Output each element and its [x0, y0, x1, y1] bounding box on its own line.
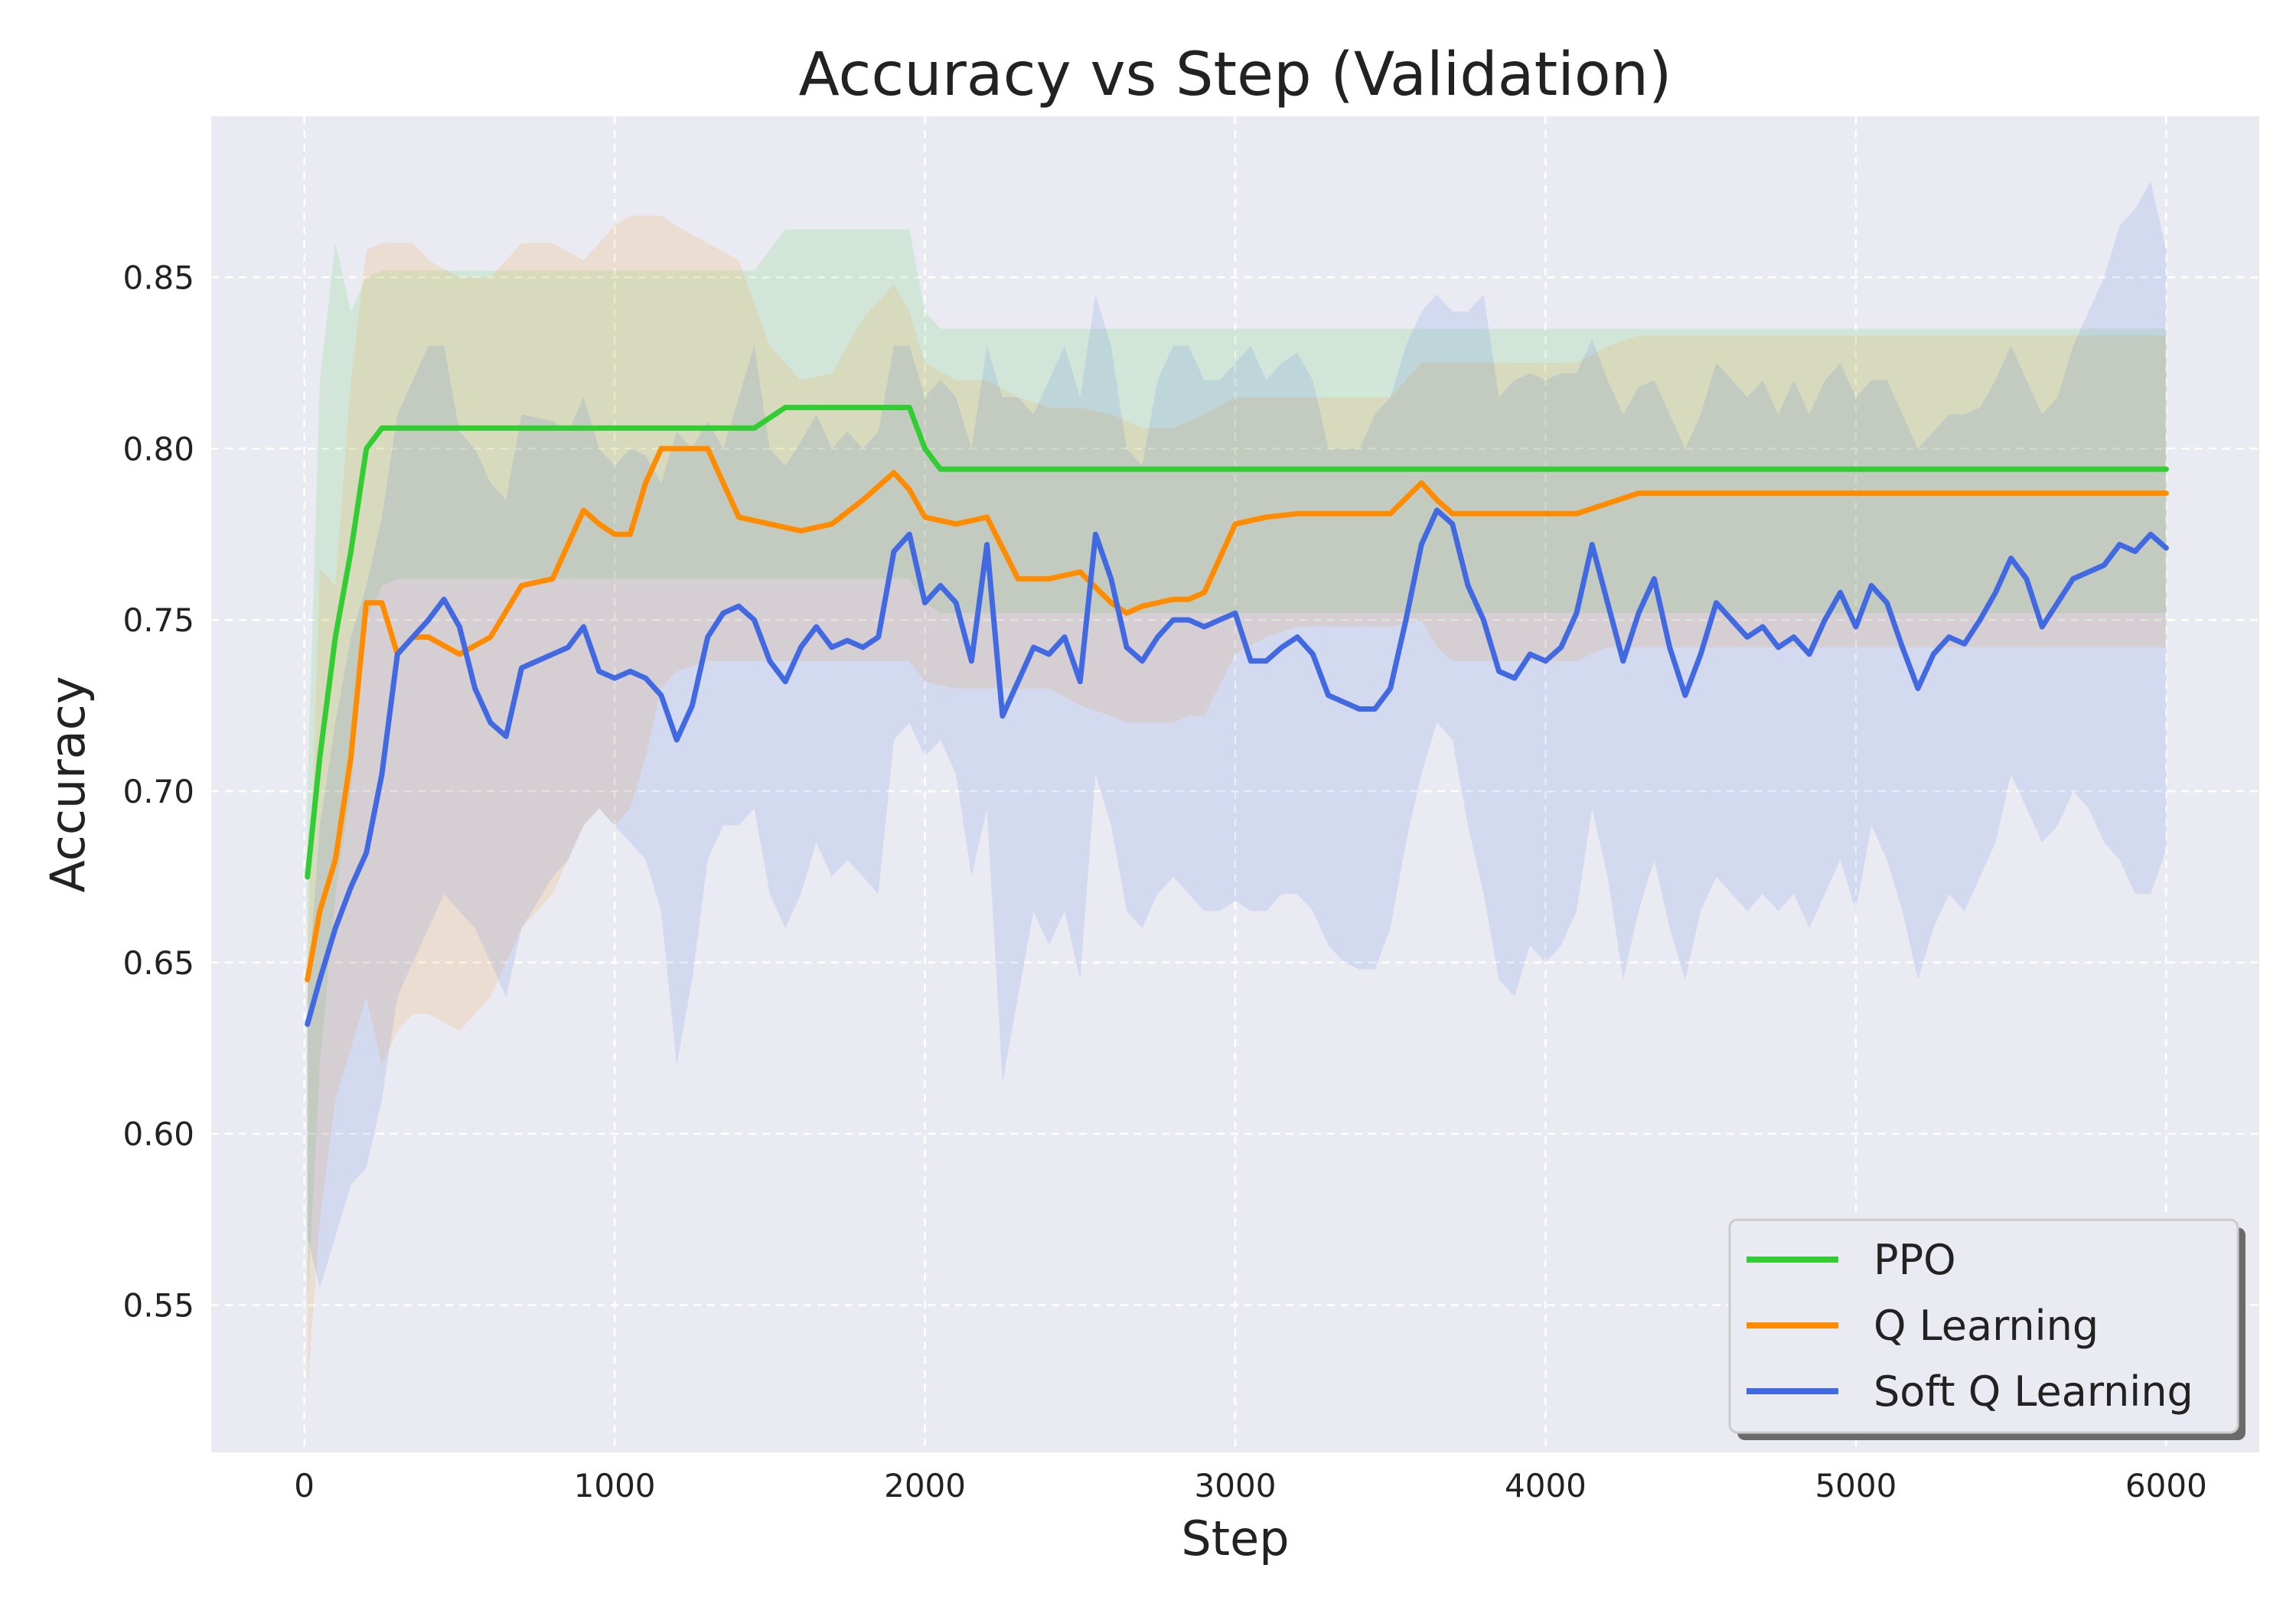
chart-title: Accuracy vs Step (Validation): [799, 41, 1672, 109]
line-q-learning: [305, 445, 2169, 983]
line-ppo: [305, 405, 2169, 880]
band-q-learning: [307, 215, 2167, 1391]
series-lines: [305, 405, 2169, 1027]
x-tick-label: 3000: [1195, 1467, 1277, 1504]
x-tick-label: 2000: [884, 1467, 966, 1504]
y-tick-label: 0.75: [122, 601, 194, 639]
x-axis-ticks: 0 1000 2000 3000 4000 5000 6000: [294, 1467, 2207, 1504]
x-tick-label: 0: [294, 1467, 315, 1504]
y-axis-ticks: 0.55 0.60 0.65 0.70 0.75 0.80 0.85: [122, 259, 194, 1324]
y-tick-label: 0.55: [122, 1286, 194, 1324]
legend-label-ppo: PPO: [1874, 1236, 1956, 1284]
band-soft-q-learning: [307, 181, 2167, 1289]
legend: PPO Q Learning Soft Q Learning: [1728, 1218, 2245, 1440]
x-tick-label: 4000: [1505, 1467, 1587, 1504]
x-axis-title: Step: [1181, 1511, 1289, 1566]
confidence-bands: [307, 181, 2167, 1391]
band-ppo: [307, 229, 2167, 1305]
y-tick-label: 0.70: [122, 773, 194, 810]
x-tick-label: 5000: [1815, 1467, 1896, 1504]
line-soft-q-learning: [305, 507, 2169, 1027]
legend-box: [1728, 1218, 2239, 1434]
y-tick-label: 0.80: [122, 430, 194, 468]
y-tick-label: 0.65: [122, 944, 194, 982]
x-tick-label: 6000: [2125, 1467, 2207, 1504]
legend-label-soft-q-learning: Soft Q Learning: [1874, 1367, 2193, 1416]
y-tick-label: 0.85: [122, 259, 194, 296]
legend-label-q-learning: Q Learning: [1874, 1302, 2099, 1350]
y-tick-label: 0.60: [122, 1116, 194, 1153]
y-axis-title: Accuracy: [40, 676, 96, 892]
legend-items: PPO Q Learning Soft Q Learning: [1746, 1236, 2193, 1416]
x-tick-label: 1000: [574, 1467, 656, 1504]
